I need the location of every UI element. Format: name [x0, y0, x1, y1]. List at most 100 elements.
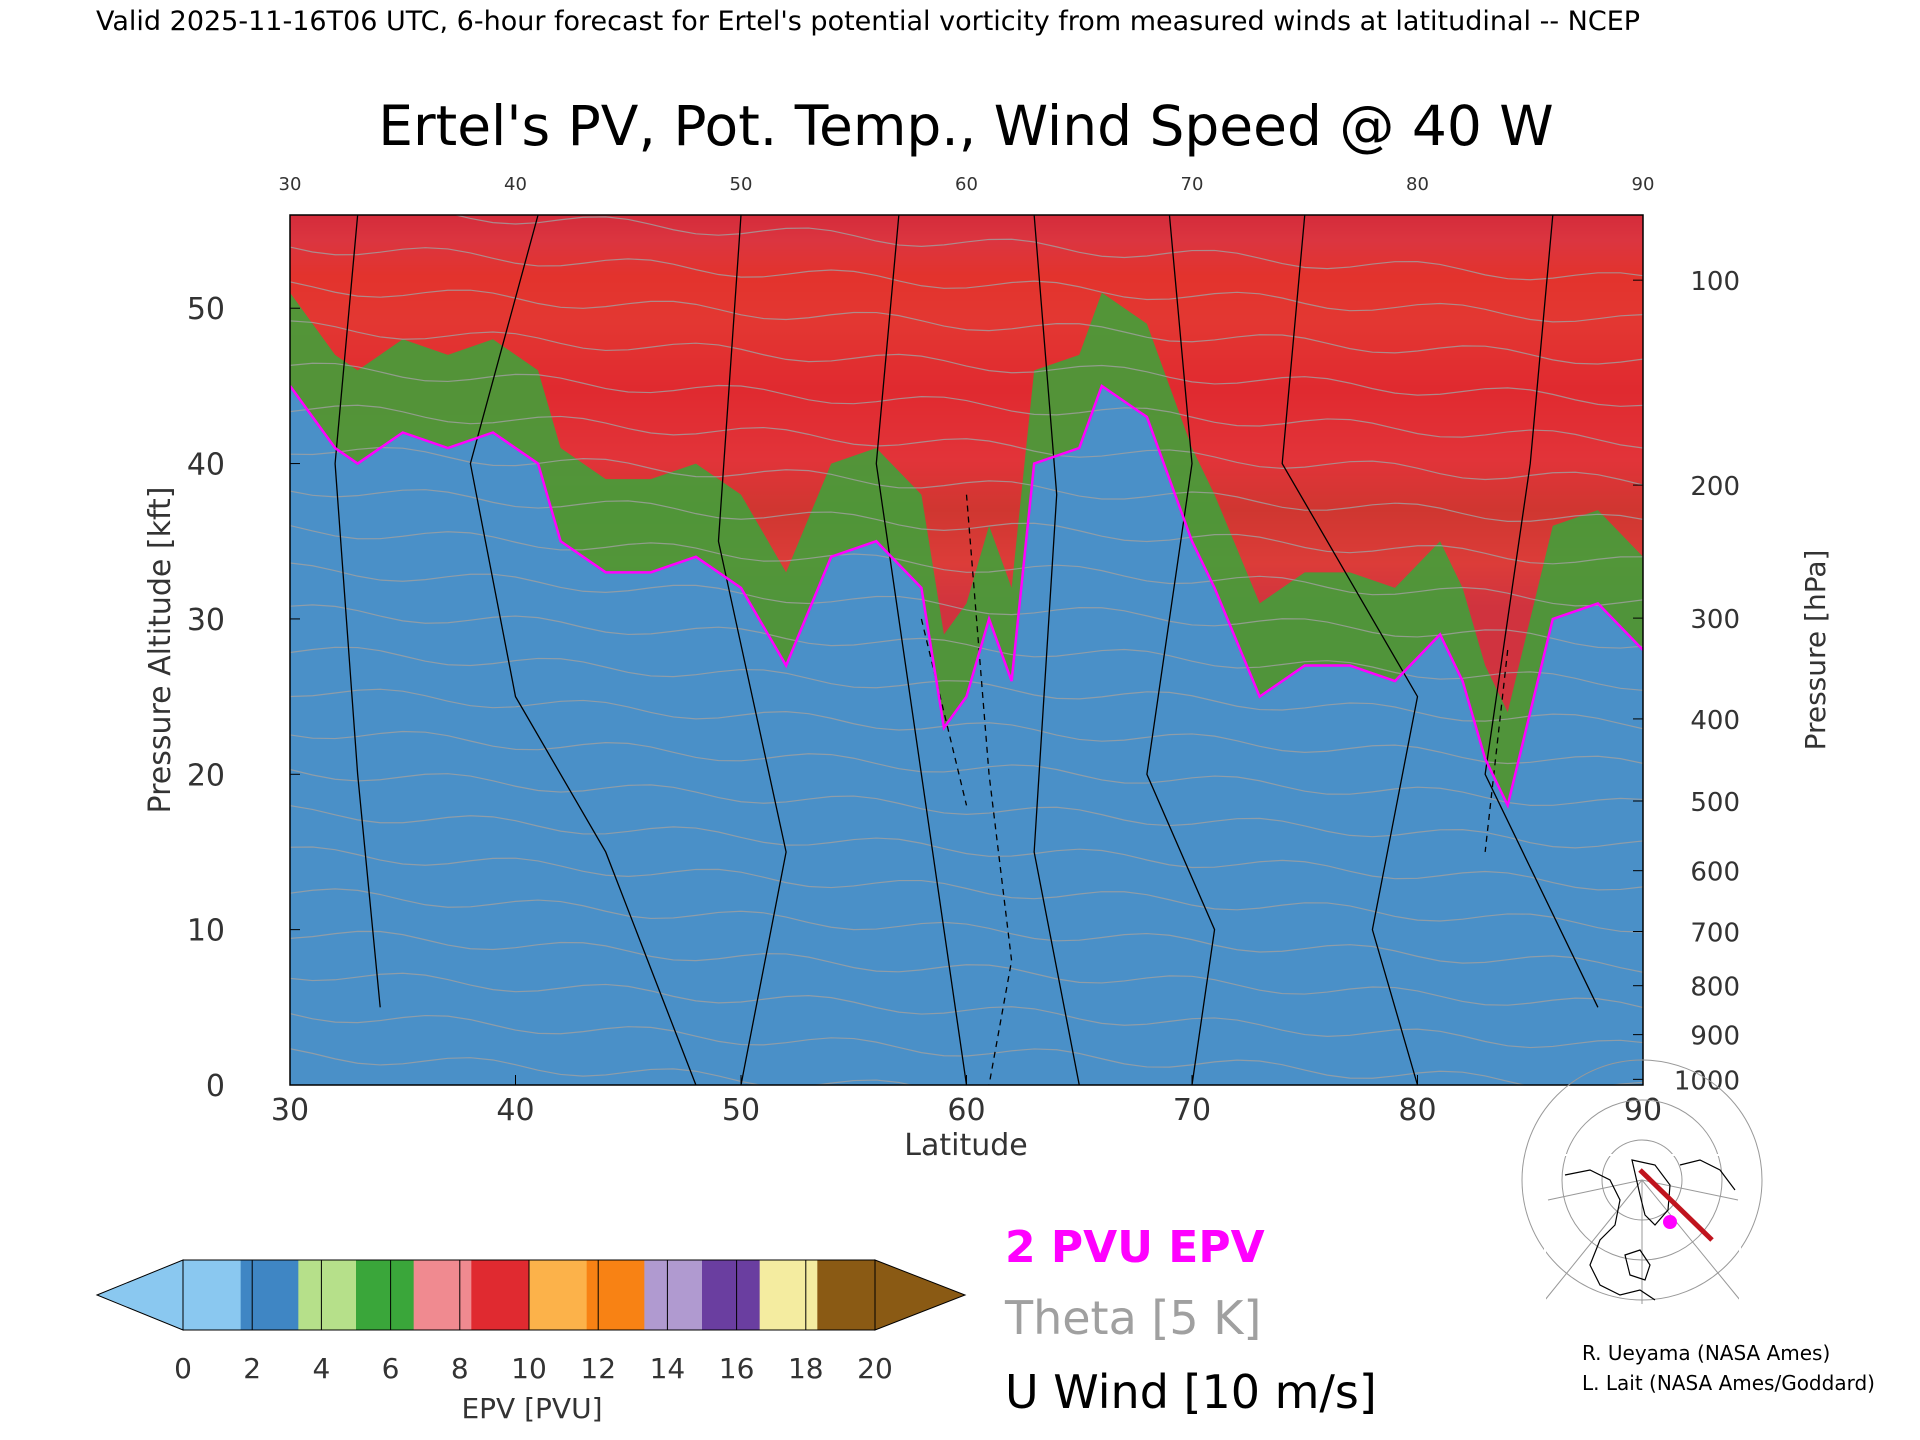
- colorbar: 0 2 4 6 8 10 12 14 16 18 20: [95, 1259, 967, 1385]
- colorbar-tick-label: 12: [580, 1352, 616, 1385]
- plot-area: [290, 215, 1643, 1085]
- pressure-tick-label: 200: [1690, 472, 1740, 502]
- tropopause-band: [290, 292, 1643, 806]
- theta-contour-line: [290, 1048, 914, 1085]
- x-tick-label: 40: [496, 1093, 534, 1128]
- theta-contour-line: [290, 404, 1643, 486]
- colorbar-segment: [298, 1260, 357, 1330]
- y-tick-label: 20: [187, 758, 225, 793]
- colorbar-segment: [529, 1260, 588, 1330]
- pressure-tick-label: 1000: [1674, 1066, 1740, 1096]
- colorbar-segment: [759, 1260, 818, 1330]
- theta-contour-line: [290, 562, 1643, 649]
- wind-contours: [334, 215, 1599, 1085]
- pressure-tick-label: 900: [1690, 1022, 1740, 1052]
- colorbar-label: EPV [PVU]: [461, 1392, 602, 1425]
- colorbar-tick-label: 2: [243, 1352, 261, 1385]
- theta-contour-line: [290, 688, 1643, 765]
- y-axis-label: Pressure Altitude [kft]: [143, 487, 178, 814]
- colorbar-over-arrow: [874, 1259, 967, 1331]
- theta-contour-line: [290, 888, 1643, 973]
- x-top-tick-label: 30: [279, 174, 302, 195]
- pressure-tick-label: 700: [1690, 919, 1740, 949]
- wind-contour-negative: [965, 494, 1013, 1085]
- tropopause-2pvu-line: [290, 383, 1643, 810]
- y-tick-label: 30: [187, 603, 225, 638]
- map-location-marker: [1663, 1215, 1677, 1229]
- x-tick-label: 70: [1173, 1093, 1211, 1128]
- wind-contour-line: [1146, 215, 1216, 1085]
- chart-title: Ertel's PV, Pot. Temp., Wind Speed @ 40 …: [378, 94, 1553, 158]
- theta-contour-line: [290, 604, 1643, 691]
- colorbar-tick-label: 16: [719, 1352, 755, 1385]
- wind-contour-line: [1033, 215, 1080, 1085]
- x-top-tick-label: 90: [1632, 174, 1655, 195]
- theta-contour-line: [290, 768, 1643, 849]
- wind-contour-negative: [920, 618, 968, 806]
- colorbar-segment: [240, 1260, 299, 1330]
- theta-contour-line: [290, 972, 1643, 1049]
- y-tick-label: 40: [187, 448, 225, 483]
- map-graticule: [1521, 1059, 1763, 1305]
- x-tick-label: 90: [1624, 1093, 1662, 1128]
- theta-contours: [290, 215, 1643, 1085]
- wind-contour-line: [334, 215, 381, 1008]
- colorbar-segment: [644, 1260, 703, 1330]
- legend-u-wind: U Wind [10 m/s]: [1005, 1365, 1377, 1419]
- wind-contour-line: [717, 215, 787, 1085]
- theta-contour-line: [290, 446, 1643, 522]
- theta-contour-line: [290, 805, 1643, 891]
- pressure-tick-label: 400: [1690, 706, 1740, 736]
- theta-contour-line: [290, 524, 1643, 607]
- pressure-tick-label: 500: [1690, 788, 1740, 818]
- y2-axis-label: Pressure [hPa]: [1799, 550, 1832, 751]
- colorbar-tick-label: 18: [788, 1352, 824, 1385]
- x-tick-label: 60: [947, 1093, 985, 1128]
- colorbar-under-arrow: [95, 1259, 184, 1331]
- x-top-tick-label: 50: [730, 174, 753, 195]
- y-tick-label: 50: [187, 292, 225, 327]
- wind-contour-line: [875, 215, 968, 1085]
- y-axis-left: 0 10 20 30 40 50: [187, 292, 300, 1104]
- theta-contour-line: [290, 489, 1643, 565]
- x-top-tick-label: 80: [1406, 174, 1429, 195]
- colorbar-tick-label: 4: [312, 1352, 330, 1385]
- theta-contour-line: [290, 1013, 1643, 1085]
- x-top-tick-label: 40: [504, 174, 527, 195]
- x-top-tick-label: 60: [955, 174, 978, 195]
- inset-map: [1521, 1059, 1763, 1306]
- credit-line-2: L. Lait (NASA Ames/Goddard): [1582, 1371, 1875, 1395]
- theta-contour-line: [290, 930, 1643, 1009]
- theta-contour-line: [290, 646, 1643, 730]
- x-axis-top: 30 40 50 60 70 80 90: [279, 174, 1655, 195]
- x-tick-label: 50: [722, 1093, 760, 1128]
- theta-contour-line: [290, 846, 1643, 933]
- pressure-tick-label: 600: [1690, 858, 1740, 888]
- colorbar-segment: [183, 1260, 242, 1330]
- theta-contour-line: [290, 246, 1643, 323]
- x-top-tick-label: 70: [1181, 174, 1204, 195]
- theta-contour-line: [453, 215, 1643, 281]
- theta-contour-line: [290, 730, 1643, 806]
- colorbar-segment: [356, 1260, 415, 1330]
- theta-contour-line: [290, 362, 1643, 449]
- colorbar-tick-label: 8: [451, 1352, 469, 1385]
- colorbar-segment: [817, 1260, 876, 1330]
- colorbar-tick-label: 14: [650, 1352, 686, 1385]
- colorbar-segment: [586, 1260, 645, 1330]
- x-axis-label: Latitude: [904, 1128, 1027, 1163]
- credit-line-1: R. Ueyama (NASA Ames): [1582, 1341, 1830, 1365]
- wind-contour-negative: [1484, 649, 1509, 853]
- valid-time-header: Valid 2025-11-16T06 UTC, 6-hour forecast…: [96, 6, 1640, 37]
- colorbar-segment: [471, 1260, 530, 1330]
- wind-contour-line: [1281, 215, 1419, 1085]
- y-tick-label: 0: [206, 1069, 225, 1104]
- wind-contour-line: [469, 215, 697, 1085]
- x-tick-label: 30: [271, 1093, 309, 1128]
- pressure-tick-label: 800: [1690, 973, 1740, 1003]
- legend-2pvu: 2 PVU EPV: [1005, 1222, 1265, 1273]
- y-axis-right-pressure: 100 200 300 400 500 600 700 800 900 1000: [1633, 267, 1740, 1096]
- map-coastlines: [1564, 1159, 1736, 1301]
- pressure-tick-label: 100: [1690, 267, 1740, 297]
